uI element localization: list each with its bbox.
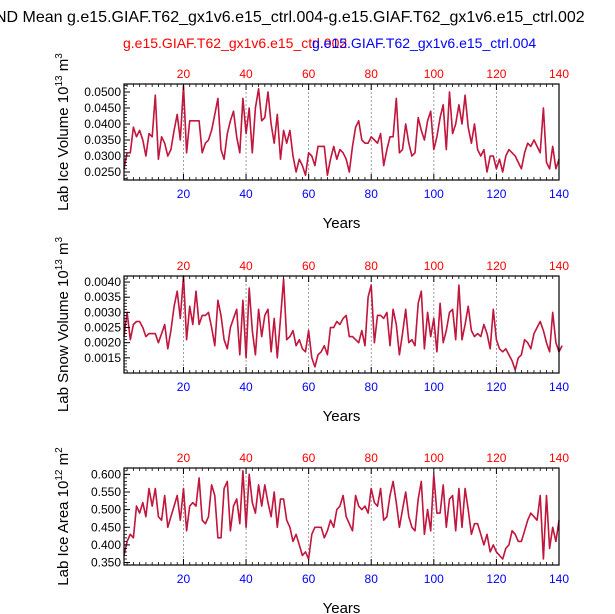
panel-3: 0.350 0.400 0.450 0.500 0.550 0.600 20 20 40 40 60… xyxy=(54,447,569,614)
y-tick-label: 0.0450 xyxy=(84,101,121,115)
y-tick-label: 0.0040 xyxy=(84,275,121,289)
x-tick-label-top: 20 xyxy=(177,451,191,465)
x-tick-label-top: 140 xyxy=(549,259,569,273)
y-tick-label: 0.0035 xyxy=(84,290,121,304)
x-tick-label-bottom: 80 xyxy=(365,572,379,586)
plot-frame xyxy=(123,83,560,181)
x-tick-label-bottom: 120 xyxy=(486,380,506,394)
x-tick-label-bottom: 40 xyxy=(239,187,253,201)
plot-frame xyxy=(123,467,560,566)
plot-frame xyxy=(123,275,560,374)
x-tick-label-top: 20 xyxy=(177,67,191,81)
x-axis-title: Years xyxy=(323,215,361,232)
y-axis-title: Lab Ice Area 1012 m2 xyxy=(54,447,72,586)
x-tick-label-bottom: 140 xyxy=(549,572,569,586)
x-tick-label-top: 40 xyxy=(239,67,253,81)
x-tick-label-top: 60 xyxy=(302,259,316,273)
x-tick-label-bottom: 60 xyxy=(302,572,316,586)
figure-title: ND Mean g.e15.GIAF.T62_gx1v6.e15_ctrl.00… xyxy=(0,9,585,26)
x-tick-label-top: 80 xyxy=(365,259,379,273)
y-tick-label: 0.0020 xyxy=(84,336,121,350)
y-tick-label: 0.0300 xyxy=(84,149,121,163)
x-tick-label-top: 140 xyxy=(549,451,569,465)
x-tick-label-top: 120 xyxy=(486,451,506,465)
y-axis-title: Lab Ice Volume 1013 m3 xyxy=(54,53,72,211)
legend-blue-label: g.e15.GIAF.T62_gx1v6.e15_ctrl.004 xyxy=(312,35,536,51)
x-tick-label-bottom: 60 xyxy=(302,187,316,201)
x-tick-label-top: 100 xyxy=(424,451,444,465)
y-axis-title-text: m xyxy=(55,242,72,259)
y-axis-title-text: m xyxy=(55,59,72,76)
panels: 0.02500.03000.03500.04000.04500.05002020… xyxy=(54,53,569,614)
x-tick-label-bottom: 80 xyxy=(365,380,379,394)
x-tick-label-top: 100 xyxy=(424,259,444,273)
y-axis-title: Lab Snow Volume 1013 m3 xyxy=(54,236,72,412)
x-tick-label-bottom: 100 xyxy=(424,380,444,394)
y-axis-title-superscript: 3 xyxy=(54,236,65,242)
y-axis-title-superscript: 2 xyxy=(54,447,65,453)
x-tick-label-bottom: 40 xyxy=(239,380,253,394)
x-tick-label-bottom: 100 xyxy=(424,572,444,586)
series-line-2 xyxy=(123,470,560,560)
series-line-2 xyxy=(123,275,563,371)
x-tick-label-top: 40 xyxy=(239,451,253,465)
x-tick-label-top: 140 xyxy=(549,67,569,81)
y-tick-label: 0.0015 xyxy=(84,351,121,365)
y-tick-label: 0.450 xyxy=(91,520,121,534)
y-axis-title-text: Lab Ice Area 10 xyxy=(55,481,72,586)
y-tick-label: 0.0500 xyxy=(84,85,121,99)
x-tick-label-bottom: 60 xyxy=(302,380,316,394)
x-tick-label-top: 60 xyxy=(302,67,316,81)
x-tick-label-bottom: 120 xyxy=(486,572,506,586)
y-axis-title-superscript: 13 xyxy=(54,259,65,271)
panel-1: 0.0250 0.0300 0.0350 0.0400 0.0450 0.0500 20 20… xyxy=(54,53,569,232)
x-tick-label-bottom: 20 xyxy=(177,380,191,394)
y-tick-label: 0.500 xyxy=(91,503,121,517)
x-axis-title: Years xyxy=(323,600,361,614)
y-tick-label: 0.550 xyxy=(91,485,121,499)
x-tick-label-top: 120 xyxy=(486,67,506,81)
y-tick-label: 0.350 xyxy=(91,556,121,570)
y-axis-title-text: Lab Ice Volume 10 xyxy=(55,87,72,211)
y-tick-label: 0.0030 xyxy=(84,305,121,319)
y-tick-label: 0.0400 xyxy=(84,117,121,131)
y-tick-label: 0.600 xyxy=(91,467,121,481)
series-line-1 xyxy=(123,275,563,371)
x-tick-label-bottom: 100 xyxy=(424,187,444,201)
y-axis-title-superscript: 3 xyxy=(54,53,65,59)
x-tick-label-top: 80 xyxy=(365,451,379,465)
x-tick-label-top: 60 xyxy=(302,451,316,465)
y-axis-title-superscript: 13 xyxy=(54,75,65,87)
y-axis-title-superscript: 12 xyxy=(54,469,65,481)
x-tick-label-bottom: 40 xyxy=(239,572,253,586)
x-tick-label-bottom: 20 xyxy=(177,572,191,586)
x-tick-label-top: 120 xyxy=(486,259,506,273)
series-line-2 xyxy=(123,88,560,176)
x-tick-label-top: 80 xyxy=(365,67,379,81)
y-tick-label: 0.0025 xyxy=(84,321,121,335)
y-tick-label: 0.0350 xyxy=(84,133,121,147)
x-tick-label-bottom: 120 xyxy=(486,187,506,201)
y-axis-title-text: Lab Snow Volume 10 xyxy=(55,270,72,412)
x-axis-title: Years xyxy=(323,408,361,425)
y-tick-label: 0.0250 xyxy=(84,165,121,179)
x-tick-label-top: 100 xyxy=(424,67,444,81)
y-axis-title-text: m xyxy=(55,453,72,470)
x-tick-label-top: 40 xyxy=(239,259,253,273)
legend-red-label: g.e15.GIAF.T62_gx1v6.e15_ctrl.002 xyxy=(123,35,347,51)
x-tick-label-bottom: 140 xyxy=(549,380,569,394)
x-tick-label-bottom: 80 xyxy=(365,187,379,201)
x-tick-label-bottom: 20 xyxy=(177,187,191,201)
y-tick-label: 0.400 xyxy=(91,538,121,552)
x-tick-label-bottom: 140 xyxy=(549,187,569,201)
x-tick-label-top: 20 xyxy=(177,259,191,273)
